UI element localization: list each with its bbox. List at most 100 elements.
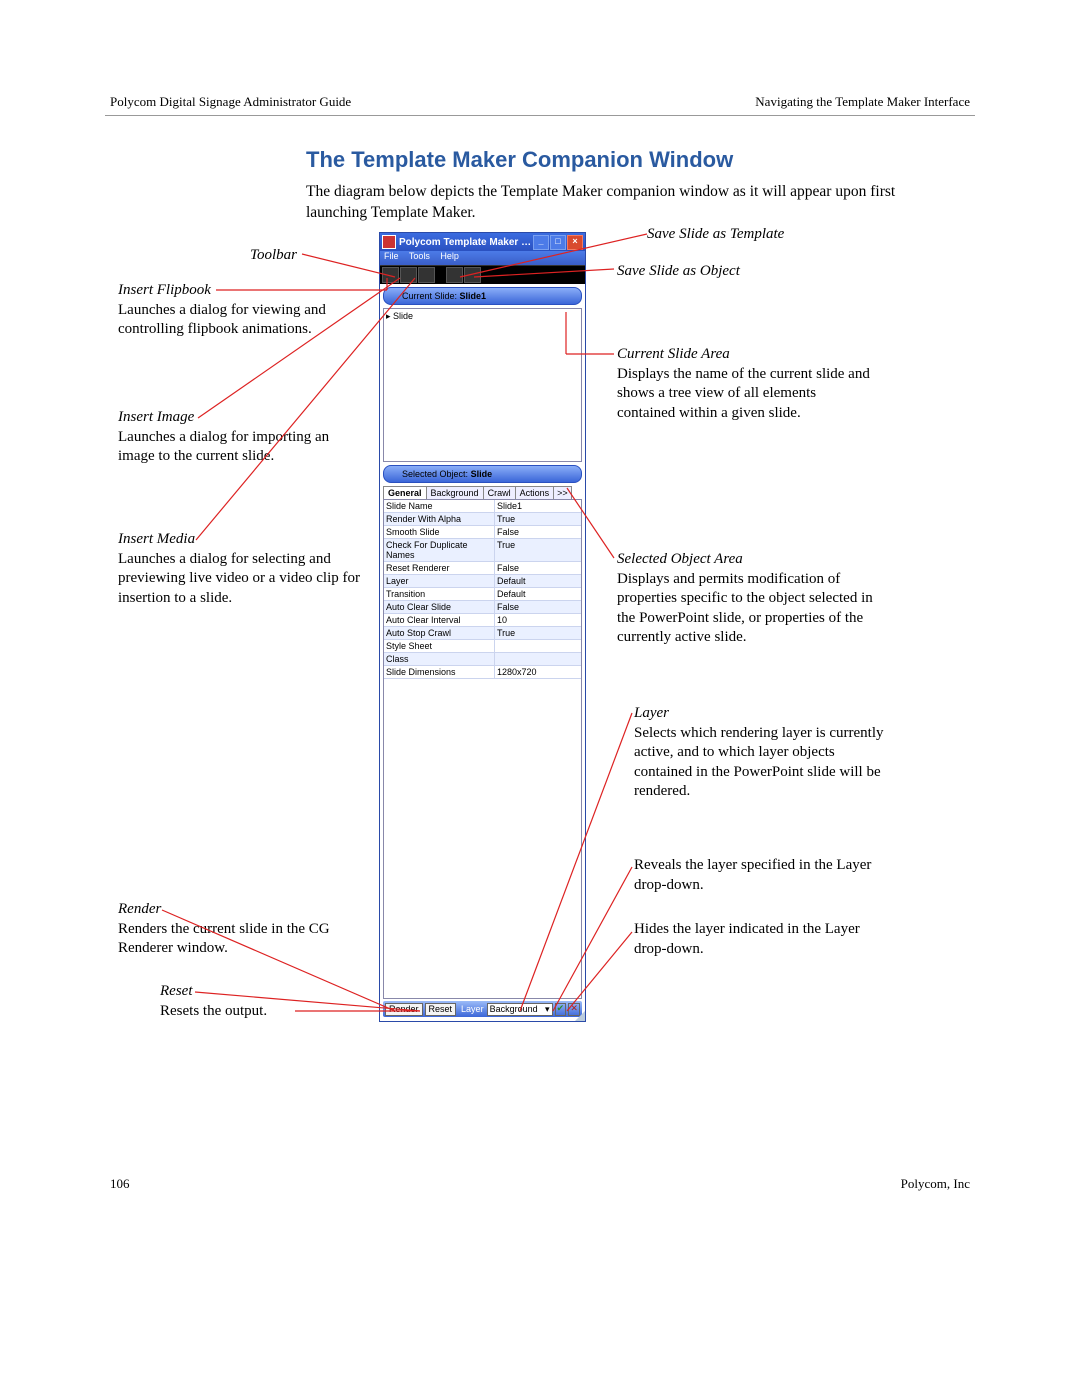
tab-more[interactable]: >> [553, 486, 572, 499]
callout-current-slide-title: Current Slide Area [617, 346, 730, 362]
intro-paragraph: The diagram below depicts the Template M… [306, 182, 946, 224]
menu-tools[interactable]: Tools [409, 251, 430, 261]
property-name: Reset Renderer [384, 562, 495, 574]
property-value[interactable]: 10 [495, 614, 581, 626]
insert-flipbook-icon[interactable] [382, 267, 399, 283]
property-value[interactable] [495, 653, 581, 665]
callout-insert-media: Insert Media Launches a dialog for selec… [118, 530, 378, 608]
property-row[interactable]: TransitionDefault [384, 588, 581, 601]
current-slide-header: Current Slide: Slide1 [383, 287, 582, 305]
callout-insert-flipbook: Insert Flipbook Launches a dialog for vi… [118, 281, 348, 340]
property-value[interactable]: Default [495, 588, 581, 600]
property-row[interactable]: Auto Clear Interval10 [384, 614, 581, 627]
property-name: Slide Dimensions [384, 666, 495, 678]
callout-toolbar: Toolbar [250, 246, 297, 266]
property-value[interactable]: Default [495, 575, 581, 587]
header-right: Navigating the Template Maker Interface [755, 94, 970, 110]
render-button[interactable]: Render [385, 1003, 423, 1016]
callout-toolbar-label: Toolbar [250, 247, 297, 263]
callout-render: Render Renders the current slide in the … [118, 900, 378, 959]
callout-insert-flipbook-body: Launches a dialog for viewing and contro… [118, 302, 326, 338]
layer-label: Layer [461, 1004, 484, 1014]
menu-file[interactable]: File [384, 251, 399, 261]
property-row[interactable]: Slide Dimensions1280x720 [384, 666, 581, 679]
window-titlebar[interactable]: Polycom Template Maker … _ □ × [380, 233, 585, 251]
callout-selected-object-body: Displays and permits modification of pro… [617, 571, 873, 646]
layer-dropdown-value: Background [490, 1004, 538, 1014]
property-name: Render With Alpha [384, 513, 495, 525]
property-value[interactable]: True [495, 513, 581, 525]
callout-save-object: Save Slide as Object [617, 262, 740, 282]
property-row[interactable]: Render With AlphaTrue [384, 513, 581, 526]
property-name: Auto Stop Crawl [384, 627, 495, 639]
tab-actions[interactable]: Actions [515, 486, 555, 499]
insert-image-icon[interactable] [400, 267, 417, 283]
menu-help[interactable]: Help [440, 251, 459, 261]
callout-selected-object-title: Selected Object Area [617, 551, 743, 567]
callout-render-title: Render [118, 901, 161, 917]
reset-button[interactable]: Reset [425, 1003, 457, 1016]
selected-object-header: Selected Object: Slide [383, 465, 582, 483]
property-value[interactable]: True [495, 539, 581, 561]
callout-insert-image: Insert Image Launches a dialog for impor… [118, 408, 368, 467]
property-name: Auto Clear Interval [384, 614, 495, 626]
callout-hide-layer: Hides the layer indicated in the Layer d… [634, 920, 884, 959]
minimize-button[interactable]: _ [533, 235, 549, 250]
callout-insert-flipbook-title: Insert Flipbook [118, 282, 211, 298]
callout-reset-title: Reset [160, 983, 192, 999]
callout-current-slide: Current Slide Area Displays the name of … [617, 345, 877, 423]
property-row[interactable]: Auto Stop CrawlTrue [384, 627, 581, 640]
property-value[interactable]: 1280x720 [495, 666, 581, 678]
property-name: Transition [384, 588, 495, 600]
slide-tree[interactable]: ▸ Slide [383, 308, 582, 462]
property-row[interactable]: Check For Duplicate NamesTrue [384, 539, 581, 562]
property-name: Class [384, 653, 495, 665]
save-slide-template-icon[interactable] [446, 267, 463, 283]
current-slide-label: Current Slide: [402, 291, 457, 301]
toolbar [380, 265, 585, 284]
property-name: Layer [384, 575, 495, 587]
callout-insert-media-title: Insert Media [118, 531, 195, 547]
property-row[interactable]: Slide NameSlide1 [384, 500, 581, 513]
maximize-button[interactable]: □ [550, 235, 566, 250]
property-row[interactable]: Auto Clear SlideFalse [384, 601, 581, 614]
property-value[interactable]: False [495, 601, 581, 613]
property-row[interactable]: Smooth SlideFalse [384, 526, 581, 539]
property-row[interactable]: Reset RendererFalse [384, 562, 581, 575]
property-table[interactable]: Slide NameSlide1Render With AlphaTrueSmo… [383, 499, 582, 999]
layer-dropdown[interactable]: Background▾ [487, 1003, 553, 1016]
resize-grip[interactable] [575, 1011, 585, 1021]
menu-bar[interactable]: File Tools Help [380, 251, 585, 265]
property-name: Slide Name [384, 500, 495, 512]
property-value[interactable]: Slide1 [495, 500, 581, 512]
callout-render-body: Renders the current slide in the CG Rend… [118, 921, 330, 957]
callout-save-object-label: Save Slide as Object [617, 263, 740, 279]
tab-general[interactable]: General [383, 486, 427, 499]
property-value[interactable]: False [495, 562, 581, 574]
app-icon [382, 235, 396, 249]
save-slide-object-icon[interactable] [464, 267, 481, 283]
property-row[interactable]: Style Sheet [384, 640, 581, 653]
callout-reveal-layer: Reveals the layer specified in the Layer… [634, 856, 884, 895]
property-value[interactable] [495, 640, 581, 652]
insert-media-icon[interactable] [418, 267, 435, 283]
callout-selected-object: Selected Object Area Displays and permit… [617, 550, 877, 648]
show-layer-button[interactable]: ✔ [555, 1003, 567, 1016]
section-title: The Template Maker Companion Window [306, 147, 733, 173]
callout-insert-image-title: Insert Image [118, 409, 194, 425]
tree-root-item[interactable]: Slide [393, 311, 413, 321]
property-name: Style Sheet [384, 640, 495, 652]
header-rule [105, 115, 975, 116]
selected-object-label: Selected Object: [402, 469, 468, 479]
property-value[interactable]: True [495, 627, 581, 639]
tab-background[interactable]: Background [426, 486, 484, 499]
callout-current-slide-body: Displays the name of the current slide a… [617, 366, 870, 421]
close-button[interactable]: × [567, 235, 583, 250]
callout-reveal-layer-body: Reveals the layer specified in the Layer… [634, 857, 871, 893]
callout-save-template-label: Save Slide as Template [647, 226, 784, 242]
property-name: Smooth Slide [384, 526, 495, 538]
property-row[interactable]: Class [384, 653, 581, 666]
property-value[interactable]: False [495, 526, 581, 538]
tab-crawl[interactable]: Crawl [483, 486, 516, 499]
property-row[interactable]: LayerDefault [384, 575, 581, 588]
